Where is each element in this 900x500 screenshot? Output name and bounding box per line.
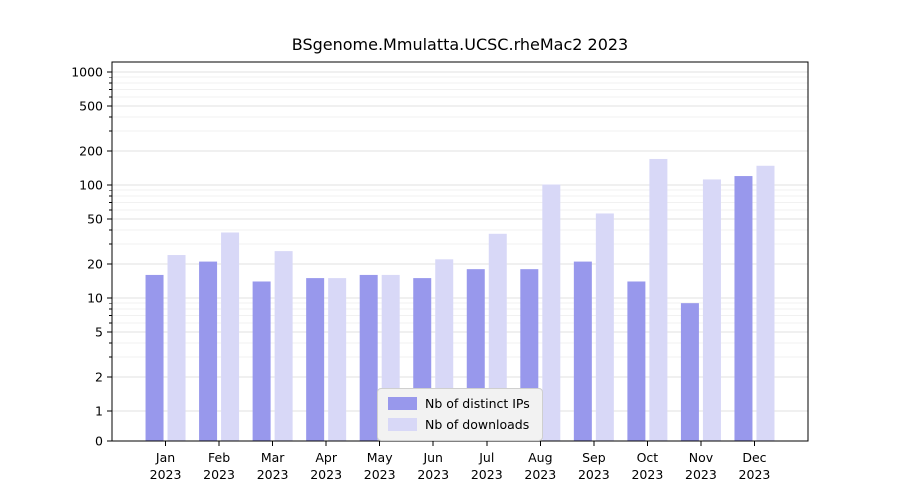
chart-title: BSgenome.Mmulatta.UCSC.rheMac2 2023 xyxy=(291,35,629,54)
bar-distinct-ips-feb xyxy=(199,261,218,441)
x-tick-label-month: Jun xyxy=(422,450,443,465)
x-tick-label-month: Sep xyxy=(582,450,606,465)
x-tick-label-month: Nov xyxy=(689,450,714,465)
bar-distinct-ips-apr xyxy=(306,278,325,441)
legend-swatch-distinct-ips xyxy=(388,397,417,410)
bar-downloads-apr xyxy=(328,278,347,441)
x-tick-label-month: Mar xyxy=(261,450,285,465)
x-tick-label-month: Aug xyxy=(528,450,552,465)
x-tick-label-year: 2023 xyxy=(417,467,449,482)
bar-downloads-oct xyxy=(649,158,668,441)
x-tick-label-year: 2023 xyxy=(631,467,663,482)
bar-downloads-aug xyxy=(542,184,561,441)
bar-distinct-ips-may xyxy=(359,274,378,441)
legend-label-distinct-ips: Nb of distinct IPs xyxy=(425,396,530,411)
y-tick-label: 10 xyxy=(87,291,103,306)
legend: Nb of distinct IPs Nb of downloads xyxy=(377,388,543,441)
x-tick-label-month: Apr xyxy=(315,450,337,465)
legend-swatch-downloads xyxy=(388,418,417,431)
y-tick-label: 0 xyxy=(95,434,103,449)
bar-distinct-ips-sep xyxy=(573,261,592,441)
x-tick-label-year: 2023 xyxy=(203,467,235,482)
x-tick-label-month: Jul xyxy=(478,450,494,465)
y-tick-label: 2 xyxy=(95,369,103,384)
bar-distinct-ips-oct xyxy=(627,281,646,441)
y-tick-label: 50 xyxy=(87,212,103,227)
y-tick-label: 1000 xyxy=(71,65,103,80)
x-tick-label-month: May xyxy=(367,450,393,465)
x-tick-label-month: Oct xyxy=(637,450,659,465)
bar-downloads-mar xyxy=(274,251,293,441)
x-tick-label-year: 2023 xyxy=(524,467,556,482)
legend-item-distinct-ips: Nb of distinct IPs xyxy=(388,396,530,411)
bar-distinct-ips-dec xyxy=(734,176,753,441)
y-tick-label: 1 xyxy=(95,404,103,419)
bar-downloads-feb xyxy=(221,232,240,441)
x-tick-label-year: 2023 xyxy=(364,467,396,482)
bar-downloads-sep xyxy=(595,213,614,441)
bar-distinct-ips-mar xyxy=(252,281,271,441)
bar-downloads-nov xyxy=(702,179,721,442)
bar-downloads-jan xyxy=(167,255,186,441)
legend-label-downloads: Nb of downloads xyxy=(425,417,530,432)
x-tick-label-year: 2023 xyxy=(310,467,342,482)
y-tick-label: 100 xyxy=(79,178,103,193)
plot-frame xyxy=(111,61,809,442)
y-tick-label: 20 xyxy=(87,256,103,271)
y-tick-label: 200 xyxy=(79,143,103,158)
x-tick-label-year: 2023 xyxy=(471,467,503,482)
bar-distinct-ips-nov xyxy=(680,303,699,441)
y-tick-label: 500 xyxy=(79,99,103,114)
x-tick-label-year: 2023 xyxy=(739,467,771,482)
bar-downloads-dec xyxy=(756,165,775,441)
x-tick-label-year: 2023 xyxy=(257,467,289,482)
x-tick-label-year: 2023 xyxy=(150,467,182,482)
x-tick-label-month: Feb xyxy=(208,450,230,465)
legend-item-downloads: Nb of downloads xyxy=(388,417,530,432)
bar-distinct-ips-jan xyxy=(145,274,164,441)
x-tick-label-month: Dec xyxy=(742,450,766,465)
x-tick-label-year: 2023 xyxy=(578,467,610,482)
y-tick-label: 5 xyxy=(95,325,103,340)
x-tick-label-month: Jan xyxy=(155,450,175,465)
x-tick-label-year: 2023 xyxy=(685,467,717,482)
